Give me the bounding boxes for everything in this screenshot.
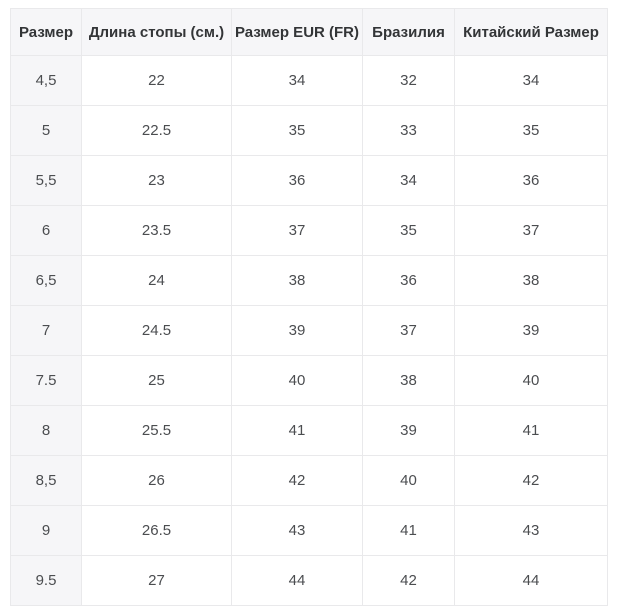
cell-foot-length: 26 bbox=[81, 455, 232, 506]
cell-size: 5 bbox=[10, 105, 82, 156]
cell-china: 37 bbox=[454, 205, 608, 256]
cell-china: 41 bbox=[454, 405, 608, 456]
cell-size: 9 bbox=[10, 505, 82, 556]
cell-size: 8,5 bbox=[10, 455, 82, 506]
table-row: 9.5 27 44 42 44 bbox=[10, 555, 608, 606]
col-header-eur: Размер EUR (FR) bbox=[231, 8, 363, 56]
cell-brazil: 39 bbox=[362, 405, 455, 456]
cell-china: 34 bbox=[454, 55, 608, 106]
table-row: 5 22.5 35 33 35 bbox=[10, 105, 608, 156]
col-header-foot-length: Длина стопы (см.) bbox=[81, 8, 232, 56]
cell-eur: 35 bbox=[231, 105, 363, 156]
col-header-china: Китайский Размер bbox=[454, 8, 608, 56]
cell-foot-length: 22.5 bbox=[81, 105, 232, 156]
cell-size: 4,5 bbox=[10, 55, 82, 106]
cell-eur: 44 bbox=[231, 555, 363, 606]
table-row: 8,5 26 42 40 42 bbox=[10, 455, 608, 506]
cell-eur: 40 bbox=[231, 355, 363, 406]
cell-eur: 42 bbox=[231, 455, 363, 506]
cell-eur: 36 bbox=[231, 155, 363, 206]
cell-china: 38 bbox=[454, 255, 608, 306]
table-row: 8 25.5 41 39 41 bbox=[10, 405, 608, 456]
table-row: 5,5 23 36 34 36 bbox=[10, 155, 608, 206]
cell-eur: 38 bbox=[231, 255, 363, 306]
cell-foot-length: 23 bbox=[81, 155, 232, 206]
cell-china: 42 bbox=[454, 455, 608, 506]
cell-foot-length: 22 bbox=[81, 55, 232, 106]
cell-eur: 43 bbox=[231, 505, 363, 556]
col-header-brazil: Бразилия bbox=[362, 8, 455, 56]
table-row: 4,5 22 34 32 34 bbox=[10, 55, 608, 106]
cell-brazil: 37 bbox=[362, 305, 455, 356]
cell-eur: 39 bbox=[231, 305, 363, 356]
cell-china: 39 bbox=[454, 305, 608, 356]
col-header-size: Размер bbox=[10, 8, 82, 56]
cell-brazil: 35 bbox=[362, 205, 455, 256]
cell-size: 5,5 bbox=[10, 155, 82, 206]
cell-brazil: 42 bbox=[362, 555, 455, 606]
cell-brazil: 33 bbox=[362, 105, 455, 156]
cell-foot-length: 24 bbox=[81, 255, 232, 306]
cell-brazil: 34 bbox=[362, 155, 455, 206]
table-body: 4,5 22 34 32 34 5 22.5 35 33 35 5,5 23 3… bbox=[10, 55, 608, 606]
cell-china: 36 bbox=[454, 155, 608, 206]
cell-eur: 34 bbox=[231, 55, 363, 106]
cell-size: 8 bbox=[10, 405, 82, 456]
header-row: Размер Длина стопы (см.) Размер EUR (FR)… bbox=[10, 8, 608, 56]
table-header: Размер Длина стопы (см.) Размер EUR (FR)… bbox=[10, 8, 608, 56]
cell-brazil: 36 bbox=[362, 255, 455, 306]
cell-eur: 41 bbox=[231, 405, 363, 456]
cell-size: 9.5 bbox=[10, 555, 82, 606]
cell-brazil: 32 bbox=[362, 55, 455, 106]
table-row: 6 23.5 37 35 37 bbox=[10, 205, 608, 256]
cell-foot-length: 24.5 bbox=[81, 305, 232, 356]
cell-foot-length: 23.5 bbox=[81, 205, 232, 256]
table-row: 7 24.5 39 37 39 bbox=[10, 305, 608, 356]
table-row: 7.5 25 40 38 40 bbox=[10, 355, 608, 406]
cell-size: 6 bbox=[10, 205, 82, 256]
cell-foot-length: 26.5 bbox=[81, 505, 232, 556]
cell-china: 35 bbox=[454, 105, 608, 156]
cell-china: 43 bbox=[454, 505, 608, 556]
table-row: 6,5 24 38 36 38 bbox=[10, 255, 608, 306]
cell-foot-length: 27 bbox=[81, 555, 232, 606]
cell-brazil: 40 bbox=[362, 455, 455, 506]
cell-foot-length: 25 bbox=[81, 355, 232, 406]
shoe-size-conversion-table: Размер Длина стопы (см.) Размер EUR (FR)… bbox=[10, 8, 608, 606]
cell-size: 6,5 bbox=[10, 255, 82, 306]
cell-eur: 37 bbox=[231, 205, 363, 256]
table-row: 9 26.5 43 41 43 bbox=[10, 505, 608, 556]
cell-brazil: 41 bbox=[362, 505, 455, 556]
cell-china: 40 bbox=[454, 355, 608, 406]
cell-brazil: 38 bbox=[362, 355, 455, 406]
cell-size: 7.5 bbox=[10, 355, 82, 406]
cell-foot-length: 25.5 bbox=[81, 405, 232, 456]
cell-size: 7 bbox=[10, 305, 82, 356]
cell-china: 44 bbox=[454, 555, 608, 606]
